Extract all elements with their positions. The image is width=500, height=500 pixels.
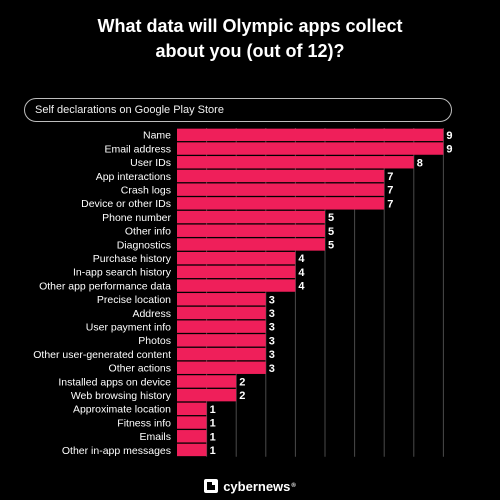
data-label: 5 xyxy=(328,226,334,238)
category-label: User payment info xyxy=(86,321,171,333)
category-label: Other user-generated content xyxy=(33,349,171,361)
category-label: Approximate location xyxy=(73,404,171,416)
data-label: 9 xyxy=(446,144,452,156)
data-label: 3 xyxy=(269,294,275,306)
data-label: 1 xyxy=(210,418,216,430)
data-label: 1 xyxy=(210,445,216,457)
bar xyxy=(177,361,266,374)
category-label: Crash logs xyxy=(121,184,171,196)
category-label: Phone number xyxy=(102,212,171,224)
data-label: 1 xyxy=(210,431,216,443)
bar xyxy=(177,388,237,402)
bar xyxy=(177,402,207,416)
category-label: Purchase history xyxy=(93,253,172,265)
data-label: 5 xyxy=(328,212,334,224)
data-label: 1 xyxy=(210,404,216,416)
bar xyxy=(177,169,385,183)
category-label: Fitness info xyxy=(117,417,171,429)
data-label: 3 xyxy=(269,363,275,375)
bar xyxy=(177,265,296,279)
bar xyxy=(177,238,325,251)
bar xyxy=(177,443,207,457)
category-label: User IDs xyxy=(130,157,171,169)
cybernews-logo-icon xyxy=(204,479,219,493)
category-label: Emails xyxy=(139,431,171,443)
data-label: 3 xyxy=(269,322,275,334)
category-label: Other app performance data xyxy=(39,280,171,292)
category-label: Diagnostics xyxy=(117,239,171,251)
chart-subtitle: Self declarations on Google Play Store xyxy=(24,98,452,122)
data-label: 9 xyxy=(446,130,452,142)
category-label: In-app search history xyxy=(73,267,172,279)
bar xyxy=(177,210,325,224)
chart-title-line-2: about you (out of 12)? xyxy=(155,41,345,61)
data-label: 3 xyxy=(269,335,275,347)
bar xyxy=(177,306,266,320)
bar xyxy=(177,320,266,333)
category-label: App interactions xyxy=(96,171,171,183)
bar xyxy=(177,183,385,196)
category-label: Photos xyxy=(138,335,171,347)
bar xyxy=(177,224,325,237)
chart-title-line-1: What data will Olympic apps collect xyxy=(97,16,403,36)
data-label: 7 xyxy=(387,171,393,183)
data-label: 4 xyxy=(298,281,305,293)
bar xyxy=(177,251,296,265)
category-label: Email address xyxy=(104,143,171,155)
category-label: Other in-app messages xyxy=(62,445,171,457)
data-label: 7 xyxy=(387,185,393,197)
category-label: Precise location xyxy=(97,294,171,306)
bar xyxy=(177,347,266,361)
chart-title: What data will Olympic apps collect abou… xyxy=(0,14,500,64)
data-label: 2 xyxy=(239,390,245,402)
category-label: Address xyxy=(132,308,171,320)
category-label: Name xyxy=(143,130,171,142)
bar xyxy=(177,156,414,169)
brand-name: cybernews xyxy=(223,478,291,494)
bar xyxy=(177,279,296,292)
data-label: 8 xyxy=(417,157,423,169)
bar xyxy=(177,197,385,210)
bar xyxy=(177,142,444,155)
category-label: Web browsing history xyxy=(71,390,172,402)
data-label: 5 xyxy=(328,239,334,251)
category-label: Device or other IDs xyxy=(81,198,171,210)
brand-registered-mark: ® xyxy=(291,483,296,489)
category-label: Other info xyxy=(125,226,171,238)
bar xyxy=(177,430,207,443)
bar xyxy=(177,293,266,306)
data-label: 2 xyxy=(239,376,245,388)
bar xyxy=(177,128,444,142)
brand-footer: cybernews ® xyxy=(0,476,500,496)
data-label: 4 xyxy=(298,267,305,279)
bar xyxy=(177,334,266,347)
data-label: 3 xyxy=(269,349,275,361)
category-label: Other actions xyxy=(109,363,171,375)
data-label: 3 xyxy=(269,308,275,320)
bar xyxy=(177,416,207,429)
category-label: Installed apps on device xyxy=(58,376,171,388)
data-label: 4 xyxy=(298,253,305,265)
data-label: 7 xyxy=(387,198,393,210)
bar xyxy=(177,375,237,388)
